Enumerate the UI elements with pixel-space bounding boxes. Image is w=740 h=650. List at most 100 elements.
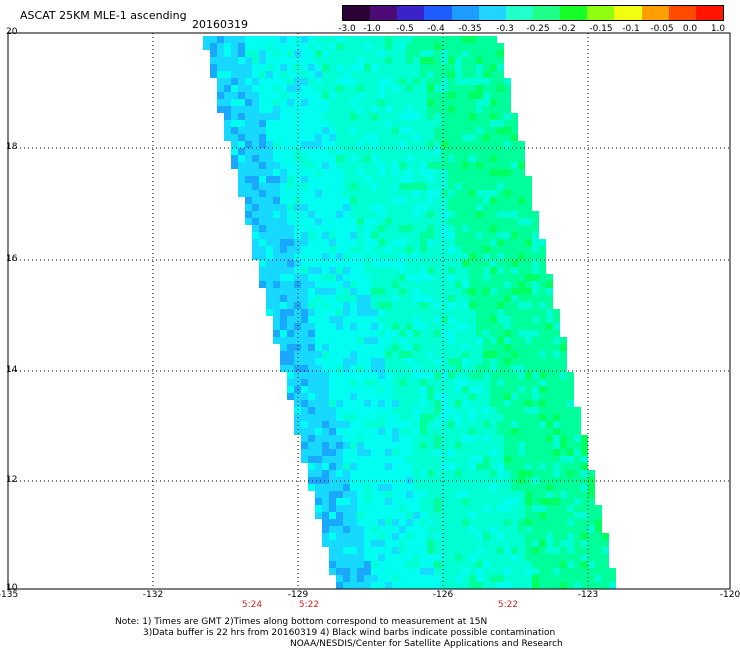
swath-cell <box>448 498 455 505</box>
swath-cell <box>378 50 385 57</box>
swath-cell <box>280 246 287 253</box>
swath-cell <box>322 99 329 106</box>
swath-cell <box>273 92 280 99</box>
swath-cell <box>455 190 462 197</box>
swath-cell <box>434 190 441 197</box>
swath-cell <box>420 477 427 484</box>
swath-cell <box>364 169 371 176</box>
swath-cell <box>483 246 490 253</box>
swath-cell <box>399 197 406 204</box>
swath-cell <box>441 519 448 526</box>
swath-cell <box>301 281 308 288</box>
swath-cell <box>462 463 469 470</box>
swath-cell <box>266 190 273 197</box>
swath-cell <box>308 463 315 470</box>
swath-cell <box>504 232 511 239</box>
swath-cell <box>252 134 259 141</box>
swath-cell <box>238 99 245 106</box>
swath-cell <box>553 323 560 330</box>
swath-cell <box>455 484 462 491</box>
swath-cell <box>483 351 490 358</box>
swath-cell <box>483 204 490 211</box>
swath-cell <box>392 274 399 281</box>
swath-cell <box>364 386 371 393</box>
swath-cell <box>273 281 280 288</box>
swath-cell <box>315 148 322 155</box>
swath-cell <box>511 505 518 512</box>
swath-cell <box>224 106 231 113</box>
swath-cell <box>406 253 413 260</box>
swath-cell <box>364 428 371 435</box>
swath-cell <box>238 127 245 134</box>
swath-cell <box>378 71 385 78</box>
swath-cell <box>343 582 350 589</box>
swath-cell <box>511 414 518 421</box>
swath-cell <box>350 302 357 309</box>
swath-cell <box>385 288 392 295</box>
swath-cell <box>490 85 497 92</box>
swath-cell <box>476 309 483 316</box>
swath-cell <box>448 568 455 575</box>
swath-cell <box>441 351 448 358</box>
swath-cell <box>399 309 406 316</box>
swath-cell <box>406 526 413 533</box>
swath-cell <box>539 260 546 267</box>
swath-cell <box>567 463 574 470</box>
swath-cell <box>469 155 476 162</box>
swath-cell <box>294 71 301 78</box>
swath-cell <box>294 421 301 428</box>
swath-cell <box>322 127 329 134</box>
swath-cell <box>413 337 420 344</box>
swath-cell <box>553 582 560 589</box>
swath-cell <box>490 540 497 547</box>
swath-cell <box>469 533 476 540</box>
swath-cell <box>357 421 364 428</box>
swath-cell <box>427 505 434 512</box>
swath-cell <box>490 316 497 323</box>
swath-cell <box>315 64 322 71</box>
swath-cell <box>567 554 574 561</box>
swath-cell <box>441 253 448 260</box>
swath-cell <box>448 491 455 498</box>
swath-cell <box>413 134 420 141</box>
swath-cell <box>455 393 462 400</box>
swath-cell <box>469 379 476 386</box>
swath-cell <box>364 337 371 344</box>
swath-cell <box>567 561 574 568</box>
swath-cell <box>455 337 462 344</box>
swath-cell <box>532 547 539 554</box>
swath-cell <box>308 78 315 85</box>
swath-cell <box>364 477 371 484</box>
swath-cell <box>350 232 357 239</box>
swath-cell <box>273 141 280 148</box>
swath-cell <box>371 99 378 106</box>
swath-cell <box>350 323 357 330</box>
swath-cell <box>504 246 511 253</box>
swath-cell <box>518 526 525 533</box>
swath-cell <box>385 344 392 351</box>
swath-cell <box>364 456 371 463</box>
swath-cell <box>497 190 504 197</box>
swath-cell <box>259 148 266 155</box>
swath-cell <box>301 106 308 113</box>
swath-cell <box>462 351 469 358</box>
swath-cell <box>252 64 259 71</box>
swath-cell <box>364 533 371 540</box>
swath-cell <box>217 92 224 99</box>
swath-cell <box>392 505 399 512</box>
swath-cell <box>476 477 483 484</box>
swath-cell <box>336 330 343 337</box>
swath-cell <box>546 533 553 540</box>
swath-cell <box>532 393 539 400</box>
swath-cell <box>210 43 217 50</box>
swath-cell <box>322 50 329 57</box>
swath-cell <box>497 582 504 589</box>
swath-cell <box>294 120 301 127</box>
swath-cell <box>343 547 350 554</box>
swath-cell <box>357 498 364 505</box>
swath-cell <box>406 393 413 400</box>
swath-cell <box>336 568 343 575</box>
swath-cell <box>490 519 497 526</box>
swath-cell <box>490 372 497 379</box>
swath-cell <box>392 400 399 407</box>
